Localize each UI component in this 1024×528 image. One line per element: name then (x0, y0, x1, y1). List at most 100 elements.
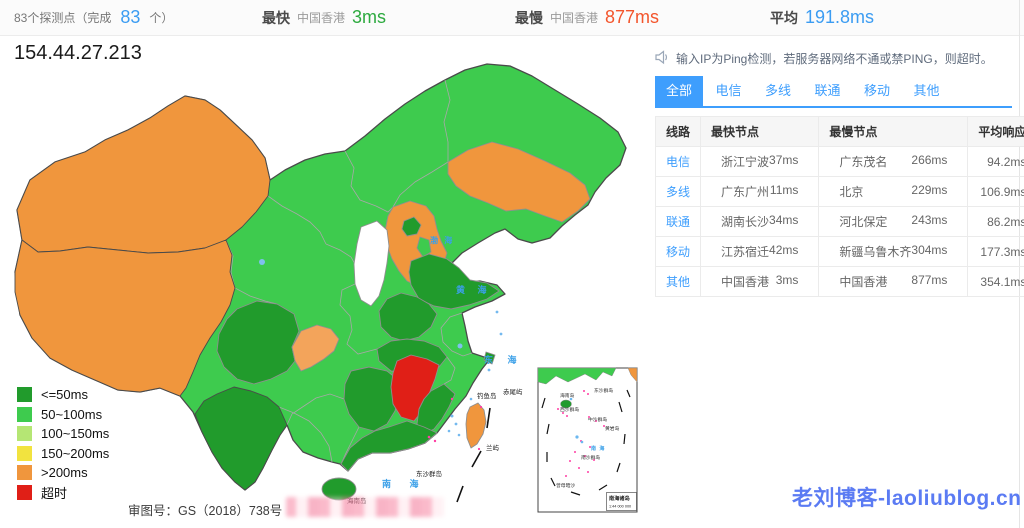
line-name: 多线 (654, 176, 702, 207)
fastest-node-ms: 42ms (769, 243, 799, 257)
province-taiwan[interactable] (465, 402, 487, 449)
table-row: 移动 江苏宿迁 42ms 新疆乌鲁木齐 304ms 177.3ms (654, 236, 1024, 267)
slowest-value: 877ms (605, 7, 660, 27)
sea-boundary-dashes (456, 407, 491, 503)
average-cell: 106.9ms (967, 176, 1024, 207)
slowest-node-name: 新疆乌鲁木齐 (839, 245, 912, 259)
chiweiyu-label: 赤尾屿 (503, 387, 523, 396)
legend-swatch (17, 387, 32, 402)
inset-zhongsha-label: 中沙群岛 (588, 416, 607, 423)
nanhai-label: 南 海 (382, 478, 427, 489)
average-label: 平均 (770, 9, 798, 26)
table-row: 电信 浙江宁波 37ms 广东茂名 266ms 94.2ms (654, 146, 1024, 177)
province-shanghai[interactable] (483, 351, 496, 365)
col-header-line: 线路 (654, 116, 702, 147)
average-cell: 177.3ms (967, 236, 1024, 267)
province-henan[interactable] (378, 292, 438, 342)
fastest-node-ms: 37ms (769, 153, 799, 167)
fastest-node-name: 浙江宁波 (721, 155, 770, 169)
redacted-stamp (286, 497, 444, 517)
slowest-node-name: 中国香港 (839, 275, 888, 289)
slowest-node-cell: 中国香港 877ms (818, 266, 969, 297)
legend-label: 100~150ms (41, 426, 110, 441)
tab-other[interactable]: 其他 (913, 83, 940, 98)
tab-telecom[interactable]: 电信 (715, 83, 742, 98)
probe-count: 83 (120, 7, 141, 27)
legend-item: >200ms (17, 465, 109, 480)
fastest-stat: 最快 中国香港 3ms (262, 0, 386, 35)
line-name: 联通 (654, 206, 702, 237)
blog-watermark: 老刘博客-laoliublog.cn (792, 487, 1022, 510)
inset-zengmu-label: 曾母暗沙 (556, 482, 575, 489)
legend-swatch (17, 445, 32, 461)
slowest-node-cell: 新疆乌鲁木齐 304ms (818, 236, 969, 267)
province-xizang[interactable] (14, 239, 236, 397)
line-name: 其他 (654, 266, 702, 297)
province-shanxi[interactable] (353, 220, 390, 307)
line-name: 移动 (654, 236, 702, 267)
inset-hainandao-label: 海南岛 (560, 392, 575, 399)
isp-tabs: 全部 电信 多线 联通 移动 其他 (655, 76, 952, 106)
inset-title-box (606, 492, 637, 511)
probe-summary-suffix: 个） (149, 11, 174, 25)
fastest-node-name: 中国香港 (721, 275, 770, 289)
fastest-node-cell: 浙江宁波 37ms (700, 146, 820, 177)
fastest-node-ms: 34ms (769, 213, 799, 227)
table-row: 联通 湖南长沙 34ms 河北保定 243ms 86.2ms (654, 206, 1024, 237)
province-yunnan[interactable] (194, 386, 288, 491)
slowest-node: 中国香港 (550, 11, 599, 25)
slowest-node-ms: 266ms (911, 153, 948, 167)
province-shandong[interactable] (408, 253, 500, 310)
probe-summary-prefix: 83个探测点（完成 (14, 11, 112, 25)
legend-item: 50~100ms (17, 406, 109, 422)
tab-mobile[interactable]: 移动 (863, 83, 890, 98)
legend-swatch (17, 465, 32, 480)
province-layer (14, 95, 591, 501)
inset-nansha-label: 南沙群岛 (581, 454, 600, 461)
inset-boundary-dashes (541, 389, 631, 496)
map-review-number: 审图号：GS（2018）738号 (128, 504, 283, 518)
latency-legend: <=50ms 50~100ms 100~150ms 150~200ms >200ms 超时 (17, 387, 109, 504)
tab-multiline[interactable]: 多线 (764, 83, 791, 98)
slowest-node-ms: 877ms (911, 273, 948, 287)
fastest-node-name: 湖南长沙 (721, 215, 770, 229)
speaker-icon (655, 50, 668, 65)
ping-tip: 输入IP为Ping检测，若服务器网络不通或禁PING，则超时。 (655, 50, 1012, 67)
legend-item: 100~150ms (17, 426, 109, 441)
tab-unicom[interactable]: 联通 (814, 83, 841, 98)
average-stat: 平均 191.8ms (770, 0, 874, 35)
legend-swatch (17, 484, 32, 500)
slowest-node-name: 河北保定 (839, 215, 888, 229)
slowest-node-cell: 北京 229ms (818, 176, 969, 207)
slowest-label: 最慢 (515, 9, 543, 26)
average-cell: 86.2ms (967, 206, 1024, 237)
table-header-row: 线路 最快节点 最慢节点 平均响应 (654, 116, 1024, 147)
average-value: 191.8ms (805, 7, 875, 27)
legend-item: <=50ms (17, 387, 109, 402)
province-xinjiang[interactable] (16, 95, 271, 254)
province-borders (225, 79, 473, 465)
table-row: 多线 广东广州 11ms 北京 229ms 106.9ms (654, 176, 1024, 207)
legend-item: 超时 (17, 484, 109, 501)
ip-title: 154.44.27.213 (14, 42, 142, 64)
legend-label: 150~200ms (41, 445, 110, 461)
province-beijing[interactable] (401, 216, 422, 237)
coastal-islets (447, 310, 503, 437)
province-jilin[interactable] (447, 141, 591, 223)
slowest-stat: 最慢 中国香港 877ms (515, 0, 659, 35)
legend-item: 150~200ms (17, 445, 110, 461)
province-sichuan[interactable] (216, 300, 300, 385)
inset-blue-dots (569, 397, 584, 444)
province-fujian[interactable] (416, 383, 456, 435)
fastest-node-cell: 湖南长沙 34ms (700, 206, 820, 237)
province-guangdong[interactable] (340, 420, 438, 472)
lanyu-label: 兰屿 (486, 443, 500, 452)
tab-all[interactable]: 全部 (655, 76, 703, 106)
province-chongqing[interactable] (291, 324, 340, 372)
province-hunan[interactable] (343, 366, 400, 432)
average-cell: 94.2ms (967, 146, 1024, 177)
fastest-node: 中国香港 (297, 11, 346, 25)
donghai-label: 东 海 (484, 354, 523, 365)
probe-summary: 83个探测点（完成 83 个） (14, 0, 173, 35)
